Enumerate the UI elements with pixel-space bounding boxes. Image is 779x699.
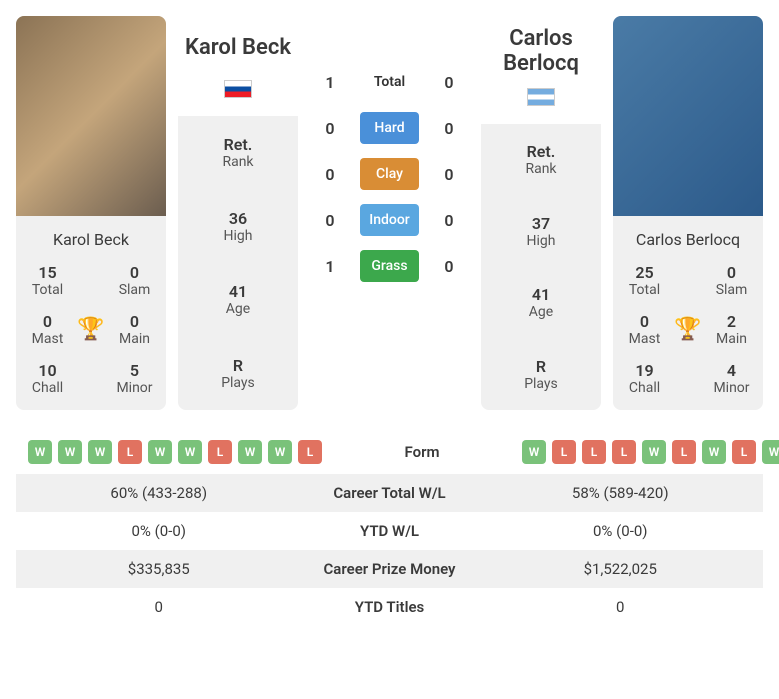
player2-name-header: Carlos Berlocq	[481, 16, 601, 84]
player1-flag	[178, 76, 298, 116]
p2-minor: 4Minor	[708, 361, 755, 396]
stats-label: Form	[322, 443, 522, 461]
player2-photo	[613, 16, 763, 216]
stats-row: 0YTD Titles0	[16, 588, 763, 626]
surface-row: 0 Indoor 0	[310, 204, 469, 236]
form-box: W	[238, 440, 262, 464]
head-to-head-top: Karol Beck 15Total 0Slam 0Mast 🏆 0Main 1…	[16, 16, 763, 410]
surface-p1-score: 0	[310, 165, 350, 184]
surface-p2-score: 0	[429, 119, 469, 138]
form-box: W	[762, 440, 779, 464]
surface-pill: Clay	[360, 158, 419, 190]
stats-p1-value: 0% (0-0)	[28, 522, 290, 540]
p2-mast: 0Mast	[621, 312, 668, 347]
stats-label: Career Total W/L	[290, 484, 490, 502]
trophy-icon: 🏆	[668, 312, 708, 347]
form-strip: WLLLWLWLWL	[522, 440, 779, 464]
stats-row: 0% (0-0)YTD W/L0% (0-0)	[16, 512, 763, 550]
stats-row: $335,835Career Prize Money$1,522,025	[16, 550, 763, 588]
p1-total: 15Total	[24, 263, 71, 298]
p2-slam: 0Slam	[708, 263, 755, 298]
surface-pill: Total	[360, 66, 419, 98]
p2-total: 25Total	[621, 263, 668, 298]
surface-p2-score: 0	[429, 257, 469, 276]
player2-flag	[481, 84, 601, 124]
form-box: W	[522, 440, 546, 464]
player1-meta: Karol Beck Ret.Rank 36High 41Age RPlays	[178, 16, 298, 410]
form-box: L	[208, 440, 232, 464]
surface-head-to-head: 1 Total 0 0 Hard 0 0 Clay 0 0 Indoor 0 1 Grass 0	[310, 16, 469, 410]
p1-mast: 0Mast	[24, 312, 71, 347]
p2-main: 2Main	[708, 312, 755, 347]
surface-p1-score: 1	[310, 257, 350, 276]
form-box: W	[268, 440, 292, 464]
stats-row: WWWLWWLWWLFormWLLLWLWLWL	[16, 430, 763, 474]
surface-pill: Indoor	[360, 204, 419, 236]
surface-row: 0 Clay 0	[310, 158, 469, 190]
form-box: W	[148, 440, 172, 464]
stats-p1-value: 0	[28, 598, 290, 616]
player2-meta: Carlos Berlocq Ret.Rank 37High 41Age RPl…	[481, 16, 601, 410]
stats-table: WWWLWWLWWLFormWLLLWLWLWL60% (433-288)Car…	[16, 430, 763, 626]
stats-p2-value: 0	[490, 598, 752, 616]
form-box: W	[88, 440, 112, 464]
form-box: L	[298, 440, 322, 464]
player1-name-header: Karol Beck	[178, 16, 298, 76]
form-box: L	[672, 440, 696, 464]
form-box: L	[582, 440, 606, 464]
surface-row: 0 Hard 0	[310, 112, 469, 144]
flag-arg-icon	[527, 88, 555, 106]
p1-minor: 5Minor	[111, 361, 158, 396]
player1-card-name: Karol Beck	[16, 216, 166, 263]
form-box: L	[552, 440, 576, 464]
surface-p2-score: 0	[429, 73, 469, 92]
stats-p2-value: $1,522,025	[490, 560, 752, 578]
p2-chall: 19Chall	[621, 361, 668, 396]
player2-trophies: 25Total 0Slam 0Mast 🏆 2Main 19Chall 4Min…	[613, 263, 763, 410]
p1-chall: 10Chall	[24, 361, 71, 396]
form-box: W	[28, 440, 52, 464]
player1-card: Karol Beck 15Total 0Slam 0Mast 🏆 0Main 1…	[16, 16, 166, 410]
surface-p1-score: 1	[310, 73, 350, 92]
player1-trophies: 15Total 0Slam 0Mast 🏆 0Main 10Chall 5Min…	[16, 263, 166, 410]
stats-p1-value: 60% (433-288)	[28, 484, 290, 502]
surface-pill: Hard	[360, 112, 419, 144]
trophy-icon: 🏆	[71, 312, 111, 347]
stats-p1-value: $335,835	[28, 560, 290, 578]
p1-slam: 0Slam	[111, 263, 158, 298]
surface-row: 1 Total 0	[310, 66, 469, 98]
player2-card: Carlos Berlocq 25Total 0Slam 0Mast 🏆 2Ma…	[613, 16, 763, 410]
form-strip: WWWLWWLWWL	[28, 440, 322, 464]
form-box: L	[612, 440, 636, 464]
flag-svk-icon	[224, 80, 252, 98]
surface-row: 1 Grass 0	[310, 250, 469, 282]
p1-main: 0Main	[111, 312, 158, 347]
stats-label: YTD Titles	[290, 598, 490, 616]
form-box: W	[642, 440, 666, 464]
surface-p1-score: 0	[310, 211, 350, 230]
form-box: W	[702, 440, 726, 464]
form-box: W	[178, 440, 202, 464]
player2-card-name: Carlos Berlocq	[613, 216, 763, 263]
stats-row: 60% (433-288)Career Total W/L58% (589-42…	[16, 474, 763, 512]
surface-p1-score: 0	[310, 119, 350, 138]
surface-pill: Grass	[360, 250, 419, 282]
player1-photo	[16, 16, 166, 216]
stats-label: YTD W/L	[290, 522, 490, 540]
form-box: L	[732, 440, 756, 464]
stats-label: Career Prize Money	[290, 560, 490, 578]
form-box: L	[118, 440, 142, 464]
surface-p2-score: 0	[429, 211, 469, 230]
stats-p2-value: 0% (0-0)	[490, 522, 752, 540]
surface-p2-score: 0	[429, 165, 469, 184]
stats-p2-value: 58% (589-420)	[490, 484, 752, 502]
form-box: W	[58, 440, 82, 464]
